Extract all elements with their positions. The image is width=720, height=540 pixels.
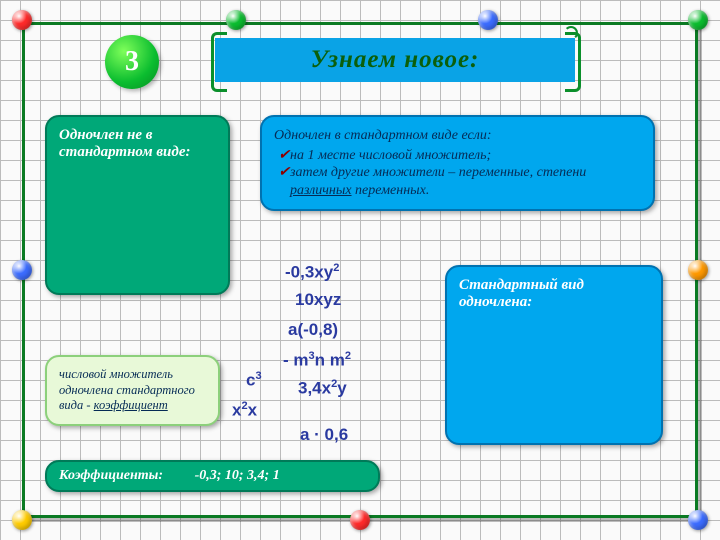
math-expression: a · 0,6 (300, 425, 348, 445)
box-coefficient-note: числовой множитель одночлена стандартног… (45, 355, 220, 426)
slide-background: 3 Узнаем новое: Одночлен не в стандартно… (0, 0, 720, 540)
decor-dot (688, 260, 708, 280)
decor-dot (478, 10, 498, 30)
math-expression: -0,3xy2 (285, 262, 339, 283)
decor-dot (12, 510, 32, 530)
math-expression: 3,4x2y (298, 378, 347, 399)
rules-item-2-tail: переменных. (352, 183, 430, 198)
decor-dot (226, 10, 246, 30)
coef-values: -0,3; 10; 3,4; 1 (195, 468, 280, 483)
rules-title: Одночлен в стандартном виде если: (274, 127, 641, 145)
header: Узнаем новое: (215, 38, 575, 82)
rules-item-2: затем другие множители – переменные, сте… (290, 164, 641, 199)
decor-dot (350, 510, 370, 530)
math-expression: c3 (246, 370, 262, 391)
slide-number-badge: 3 (105, 35, 159, 89)
rules-list: на 1 месте числовой множитель; затем дру… (274, 147, 641, 200)
decor-dot (12, 260, 32, 280)
math-expression: a(-0,8) (288, 320, 338, 340)
box-standard-view: Стандартный вид одночлена: (445, 265, 663, 445)
decor-dot (688, 510, 708, 530)
math-expression: x2x (232, 400, 257, 421)
math-expression: - m3n m2 (283, 350, 351, 371)
box-nonstandard: Одночлен не в стандартном виде: (45, 115, 230, 295)
bracket-right-icon (565, 32, 581, 92)
math-expression: 10xyz (295, 290, 341, 310)
bracket-left-icon (211, 32, 227, 92)
note-underline: коэффициент (94, 398, 168, 412)
curl-icon (564, 26, 578, 40)
decor-dot (688, 10, 708, 30)
rules-item-2-pre: затем другие множители – переменные, сте… (290, 165, 586, 180)
box-standard-title: Стандартный вид одночлена: (459, 277, 584, 310)
decor-dot (12, 10, 32, 30)
box-coefficients: Коэффициенты: -0,3; 10; 3,4; 1 (45, 460, 380, 492)
rules-item-1: на 1 месте числовой множитель; (290, 147, 641, 165)
rules-item-2-underline: различных (290, 183, 352, 198)
box-nonstandard-title: Одночлен не в стандартном виде: (59, 127, 190, 160)
box-rules: Одночлен в стандартном виде если: на 1 м… (260, 115, 655, 211)
header-banner: Узнаем новое: (215, 38, 575, 82)
coef-label: Коэффициенты: (59, 468, 163, 483)
slide-number: 3 (125, 46, 139, 78)
